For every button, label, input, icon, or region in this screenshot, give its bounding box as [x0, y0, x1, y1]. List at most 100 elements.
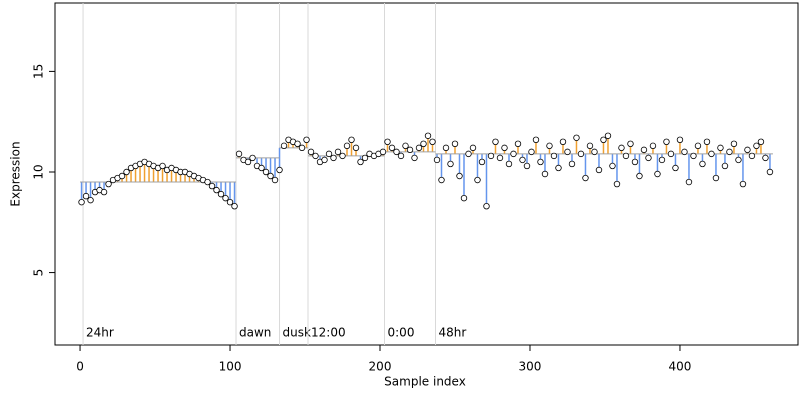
data-point [406, 146, 414, 154]
data-point [505, 160, 513, 168]
data-point [447, 160, 454, 168]
data-point [595, 166, 603, 174]
data-point [523, 162, 531, 170]
data-point [703, 138, 711, 146]
data-point [541, 170, 549, 178]
data-point [627, 140, 634, 148]
data-point [753, 142, 760, 150]
data-point [298, 144, 306, 152]
data-point [204, 178, 211, 186]
y-tick-label: 10 [32, 164, 46, 179]
phase-label: 12:00 [311, 325, 346, 339]
data-point [415, 144, 423, 152]
data-point [276, 166, 283, 174]
data-point [757, 138, 765, 146]
data-point [568, 160, 576, 168]
data-point [343, 142, 351, 150]
data-point [577, 150, 585, 158]
data-point [721, 162, 729, 170]
data-point [586, 142, 594, 150]
data-point [429, 138, 436, 146]
data-point [334, 148, 342, 156]
y-tick-label: 15 [32, 64, 46, 79]
data-point [658, 156, 666, 164]
data-point [667, 150, 675, 158]
data-point [501, 144, 508, 152]
data-point [267, 172, 274, 180]
data-point [663, 138, 670, 146]
data-point [208, 182, 216, 190]
data-point [388, 144, 396, 152]
data-point [483, 202, 490, 210]
data-point [420, 140, 427, 148]
data-point [762, 154, 769, 162]
data-point [532, 136, 540, 143]
data-point [294, 140, 301, 148]
data-point [622, 152, 630, 160]
data-point [708, 150, 715, 158]
data-point [676, 136, 684, 143]
x-tick-label: 200 [369, 360, 392, 374]
phase-label: dusk [283, 325, 311, 339]
data-point [681, 148, 688, 156]
data-point [348, 136, 355, 143]
data-point [699, 160, 706, 168]
data-point [411, 154, 418, 162]
data-point [307, 148, 315, 156]
data-point [550, 152, 558, 160]
data-point [393, 148, 400, 156]
plot-frame [54, 2, 799, 346]
data-point [546, 142, 553, 150]
data-point [690, 152, 697, 160]
y-axis-title: Expression [9, 141, 23, 206]
data-point [321, 156, 328, 164]
data-point [712, 174, 720, 182]
data-point [217, 190, 225, 198]
data-point [609, 162, 616, 170]
data-point [469, 144, 477, 152]
data-point [465, 150, 472, 158]
data-point [87, 196, 94, 204]
data-point [231, 202, 238, 210]
phase-label: 24hr [86, 325, 114, 339]
data-point [325, 150, 333, 158]
data-point [537, 158, 544, 166]
data-point [654, 170, 661, 178]
data-point [766, 168, 774, 176]
data-point [244, 158, 252, 166]
data-point [555, 164, 562, 172]
data-point [213, 186, 220, 194]
data-point [456, 172, 463, 180]
data-point [474, 176, 481, 184]
data-point [123, 168, 130, 176]
phase-label: dawn [239, 325, 271, 339]
data-point [258, 164, 265, 172]
data-point [694, 142, 702, 150]
data-point [573, 134, 580, 141]
data-point [442, 144, 450, 152]
data-point [384, 138, 391, 146]
data-point [717, 144, 724, 152]
data-point [303, 136, 310, 143]
data-point [402, 142, 409, 150]
data-point [730, 140, 738, 148]
data-point [514, 140, 522, 148]
data-point [361, 154, 369, 162]
data-point [352, 144, 360, 152]
data-point [748, 152, 756, 160]
data-point [280, 142, 288, 150]
data-point [645, 154, 652, 162]
data-point [159, 162, 166, 170]
data-point [438, 176, 445, 184]
data-point [631, 158, 639, 166]
data-point [510, 150, 517, 158]
data-point [82, 192, 90, 200]
data-point [226, 198, 234, 206]
data-point [451, 140, 459, 148]
data-point [235, 150, 243, 158]
data-point [618, 144, 625, 152]
data-point [249, 154, 256, 162]
data-point [100, 188, 108, 196]
data-point [672, 164, 679, 172]
